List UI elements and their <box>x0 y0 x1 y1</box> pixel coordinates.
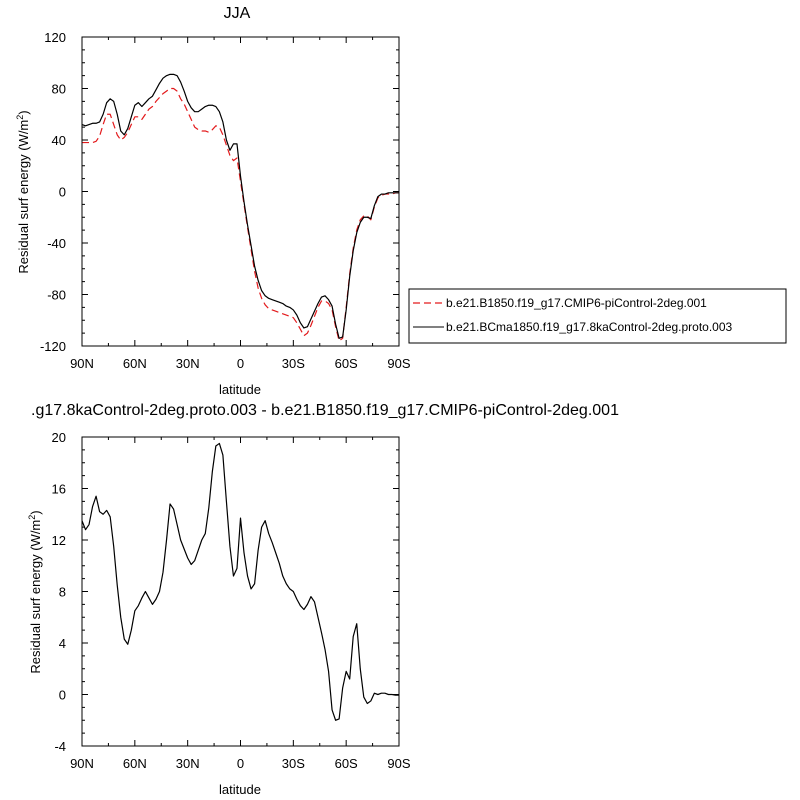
bottom-series-line-0 <box>81 442 399 721</box>
legend-frame <box>408 288 787 344</box>
top-chart-ticks <box>81 36 400 347</box>
top-x-tick-label: 60N <box>123 356 147 371</box>
top-y-tick-label: 120 <box>44 30 66 45</box>
bottom-chart-tick-labels: 90N 60N 30N 0 30S 60S 90S 20 16 12 8 4 0 -4 <box>52 430 411 771</box>
bottom-chart: .g17.8kaControl-2deg.proto.003 - b.e21.B… <box>27 402 619 797</box>
bottom-y-tick-label: 0 <box>59 688 66 703</box>
top-y-tick-label: 80 <box>52 82 66 97</box>
top-y-tick-label: -40 <box>47 236 66 251</box>
bottom-y-tick-label: 16 <box>52 482 66 497</box>
bottom-y-tick-label: 4 <box>59 636 66 651</box>
legend-label-control: b.e21.B1850.f19_g17.CMIP6-piControl-2deg… <box>446 296 707 310</box>
bottom-x-tick-label: 90S <box>387 756 410 771</box>
bottom-y-tick-label: 12 <box>52 533 66 548</box>
top-x-tick-label: 60S <box>335 356 358 371</box>
top-y-tick-label: 0 <box>59 185 66 200</box>
top-y-tick-label: 40 <box>52 133 66 148</box>
bottom-x-tick-label: 30N <box>176 756 200 771</box>
top-x-tick-label: 0 <box>237 356 244 371</box>
top-chart-series <box>81 73 399 342</box>
legend-item-8ka: b.e21.BCma1850.f19_g17.8kaControl-2deg.p… <box>413 320 733 334</box>
bottom-y-tick-label: 8 <box>59 585 66 600</box>
bottom-x-tick-label: 60N <box>123 756 147 771</box>
top-chart-tick-labels: 90N 60N 30N 0 30S 60S 90S 120 80 40 0 -40 -80 -120 <box>40 30 411 371</box>
legend-item-control: b.e21.B1850.f19_g17.CMIP6-piControl-2deg… <box>413 296 707 310</box>
bottom-chart-x-axis-label: latitude <box>219 782 261 797</box>
bottom-chart-frame <box>81 436 400 747</box>
bottom-chart-title: .g17.8kaControl-2deg.proto.003 - b.e21.B… <box>31 402 619 419</box>
bottom-chart-ticks <box>81 436 400 747</box>
bottom-chart-y-axis-label: Residual surf energy (W/m2) <box>27 510 43 673</box>
top-chart-frame <box>81 36 400 347</box>
top-chart-y-axis-label: Residual surf energy (W/m2) <box>15 110 31 273</box>
bottom-x-tick-label: 0 <box>237 756 244 771</box>
top-series-line-1 <box>81 73 399 339</box>
top-chart-title: JJA <box>224 5 251 22</box>
top-chart: JJA 90N 60N 30N 0 30S 60S 90S 120 80 40 0 -40 -80 -12… <box>15 5 787 397</box>
legend-label-8ka: b.e21.BCma1850.f19_g17.8kaControl-2deg.p… <box>446 320 733 334</box>
bottom-x-tick-label: 30S <box>282 756 305 771</box>
top-x-tick-label: 90N <box>70 356 94 371</box>
top-x-tick-label: 30N <box>176 356 200 371</box>
top-y-tick-label: -120 <box>40 339 66 354</box>
top-y-tick-label: -80 <box>47 288 66 303</box>
top-series-line-0 <box>82 87 399 342</box>
bottom-x-tick-label: 90N <box>70 756 94 771</box>
top-chart-x-axis-label: latitude <box>219 382 261 397</box>
top-chart-legend: b.e21.B1850.f19_g17.CMIP6-piControl-2deg… <box>408 288 787 344</box>
bottom-x-tick-label: 60S <box>335 756 358 771</box>
bottom-y-tick-label: 20 <box>52 430 66 445</box>
bottom-y-tick-label: -4 <box>54 739 66 754</box>
bottom-chart-series <box>81 442 399 721</box>
top-x-tick-label: 90S <box>387 356 410 371</box>
top-x-tick-label: 30S <box>282 356 305 371</box>
